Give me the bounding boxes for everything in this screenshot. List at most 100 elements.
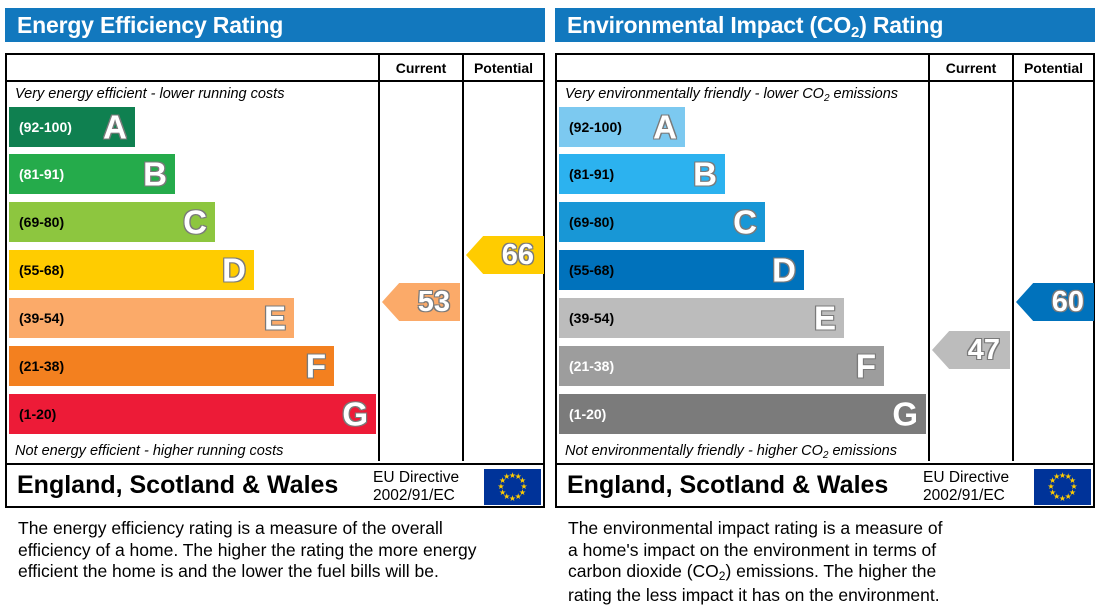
env-top-caption: Very environmentally friendly - lower CO… — [565, 86, 898, 104]
env-title-pre: Environmental Impact (CO — [567, 12, 852, 38]
eu-star-icon: ★ — [498, 476, 507, 486]
env-bottom-caption-sub: 2 — [822, 450, 829, 461]
eu-star-icon: ★ — [1064, 491, 1072, 501]
eu-star-icon: ★ — [1064, 472, 1072, 482]
env-desc-line3-pre: carbon dioxide (CO — [568, 561, 719, 581]
eu-star-icon: ★ — [503, 491, 511, 501]
energy-band-b-range: (81-91) — [19, 166, 65, 182]
env-description: The environmental impact rating is a mea… — [568, 518, 1068, 606]
energy-band-g: (1-20) G — [9, 394, 376, 434]
energy-header-row: Current Potential — [7, 55, 543, 82]
env-header-potential: Potential — [1023, 60, 1084, 76]
energy-band-a: (92-100) A — [9, 107, 135, 147]
eu-flag-icon: ★ ★ ★ ★ ★ ★ ★ ★ ★ ★ ★ ★ — [1034, 469, 1091, 505]
energy-band-d: (55-68) D — [9, 250, 254, 290]
env-bottom-caption: Not environmentally friendly - higher CO… — [565, 443, 897, 461]
eu-star-icon: ★ — [1048, 476, 1057, 486]
env-desc-line1: The environmental impact rating is a mea… — [568, 518, 943, 538]
env-band-a-range: (92-100) — [569, 119, 622, 135]
env-desc-line2: a home's impact on the environment in te… — [568, 539, 937, 560]
energy-efficiency-chart: Current Potential Very energy efficient … — [5, 53, 545, 508]
eu-star-icon: ★ — [497, 482, 505, 491]
eu-star-icon: ★ — [508, 470, 517, 480]
env-band-g-range: (1-20) — [569, 406, 607, 422]
eu-star-icon: ★ — [514, 491, 522, 501]
env-footer-region: England, Scotland & Wales — [567, 471, 889, 499]
eu-star-icon: ★ — [518, 487, 527, 497]
eu-flag-icon: ★ ★ ★ ★ ★ ★ ★ ★ ★ ★ ★ ★ — [484, 469, 541, 505]
energy-column-divider-2 — [462, 55, 464, 461]
energy-footer-directive: EU Directive 2002/91/EC — [373, 469, 459, 505]
energy-header-current: Current — [395, 60, 447, 76]
env-top-caption-pre: Very environmentally friendly - lower CO — [565, 86, 824, 102]
env-band-c-range: (69-80) — [569, 214, 615, 230]
energy-top-caption: Very energy efficient - lower running co… — [15, 86, 285, 102]
energy-efficiency-title: Energy Efficiency Rating — [5, 8, 545, 42]
energy-band-f-range: (21-38) — [19, 358, 65, 374]
env-band-f-range: (21-38) — [569, 358, 615, 374]
env-desc-line3-sub: 2 — [718, 569, 726, 583]
env-band-g: (1-20) G — [559, 394, 926, 434]
env-bottom-caption-pre: Not environmentally friendly - higher CO — [565, 443, 823, 459]
energy-band-graph: (92-100) A (81-91) B (69-80) C (55-68) D… — [7, 107, 376, 442]
energy-band-e-letter: E — [263, 299, 286, 337]
env-band-b: (81-91) B — [559, 154, 725, 194]
env-potential-rating-arrow: 60 — [1016, 283, 1094, 321]
env-band-c: (69-80) C — [559, 202, 765, 242]
energy-description: The energy efficiency rating is a measur… — [18, 518, 477, 581]
env-bottom-caption-post: emissions — [828, 443, 897, 459]
env-title-sub: 2 — [851, 24, 860, 41]
eu-star-icon: ★ — [518, 476, 527, 486]
env-band-graph: (92-100) A (81-91) B (69-80) C (55-68) D… — [557, 107, 926, 442]
eu-star-icon: ★ — [498, 487, 507, 497]
energy-band-c: (69-80) C — [9, 202, 215, 242]
env-header-current: Current — [945, 60, 997, 76]
env-header-row: Current Potential — [557, 55, 1093, 82]
eu-star-icon: ★ — [1058, 470, 1067, 480]
env-band-d: (55-68) D — [559, 250, 804, 290]
eu-star-icon: ★ — [1053, 472, 1061, 482]
energy-footer-row: England, Scotland & Wales EU Directive 2… — [7, 463, 543, 508]
env-band-b-letter: B — [693, 155, 717, 193]
env-column-divider-1 — [928, 55, 930, 461]
energy-bottom-caption: Not energy efficient - higher running co… — [15, 443, 284, 459]
eu-star-icon: ★ — [503, 472, 511, 482]
env-band-e-letter: E — [813, 299, 836, 337]
energy-band-b-letter: B — [143, 155, 167, 193]
energy-band-g-letter: G — [342, 395, 368, 433]
env-band-d-range: (55-68) — [569, 262, 615, 278]
energy-efficiency-panel: Energy Efficiency Rating Current Potenti… — [5, 8, 545, 581]
eu-star-icon: ★ — [508, 493, 517, 503]
eu-star-icon: ★ — [1070, 482, 1078, 491]
energy-current-rating-arrow: 53 — [382, 283, 460, 321]
energy-band-c-letter: C — [183, 203, 207, 241]
environmental-impact-panel: Environmental Impact (CO2) Rating Curren… — [550, 0, 1100, 612]
environmental-impact-chart: Current Potential Very environmentally f… — [555, 53, 1095, 508]
eu-star-icon: ★ — [1053, 491, 1061, 501]
eu-star-icon: ★ — [520, 482, 528, 491]
energy-header-potential: Potential — [473, 60, 534, 76]
energy-potential-rating-arrow: 66 — [466, 236, 544, 274]
energy-band-d-letter: D — [222, 251, 246, 289]
energy-directive-line1: EU Directive — [373, 469, 460, 486]
env-band-a: (92-100) A — [559, 107, 685, 147]
env-band-b-range: (81-91) — [569, 166, 615, 182]
env-band-c-letter: C — [733, 203, 757, 241]
eu-star-icon: ★ — [514, 472, 522, 482]
energy-band-f-letter: F — [305, 347, 326, 385]
env-title-post: ) Rating — [859, 12, 944, 38]
eu-star-icon: ★ — [1048, 487, 1057, 497]
energy-column-divider-1 — [378, 55, 380, 461]
env-directive-line2: 2002/91/EC — [923, 487, 1005, 504]
energy-directive-line2: 2002/91/EC — [373, 487, 455, 504]
env-desc-line4: rating the less impact it has on the env… — [568, 584, 940, 605]
env-band-d-letter: D — [772, 251, 796, 289]
env-directive-line1: EU Directive — [923, 469, 1010, 486]
energy-band-c-range: (69-80) — [19, 214, 65, 230]
eu-star-icon: ★ — [1068, 476, 1077, 486]
env-band-f: (21-38) F — [559, 346, 884, 386]
env-band-e-range: (39-54) — [569, 310, 615, 326]
energy-band-b: (81-91) B — [9, 154, 175, 194]
env-column-divider-2 — [1012, 55, 1014, 461]
